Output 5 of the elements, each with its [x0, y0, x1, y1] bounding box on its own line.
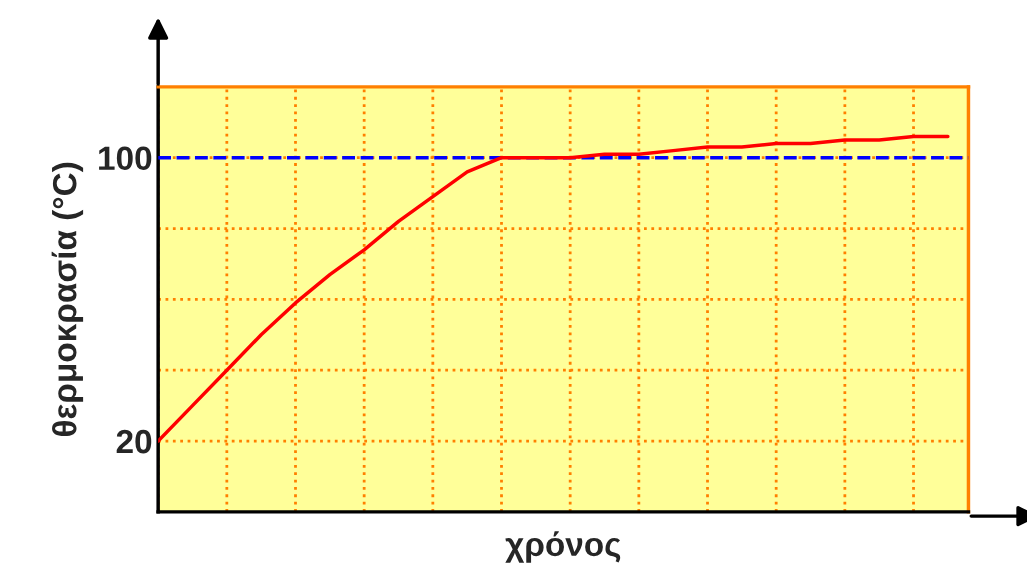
x-axis-title: χρόνος: [505, 531, 621, 563]
y-tick-label: 20: [116, 429, 152, 454]
line-series: [158, 134, 950, 443]
y-axis-title: θερμοκρασία (°C): [51, 162, 84, 437]
y-tick-label: 100: [99, 146, 152, 171]
